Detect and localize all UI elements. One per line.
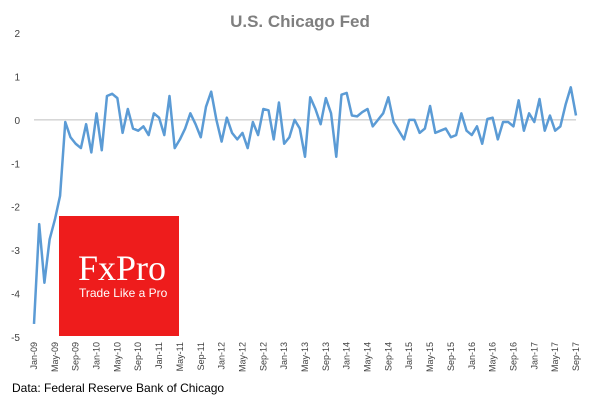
x-tick-label: Jan-12: [217, 342, 227, 370]
x-tick-label: May-09: [50, 342, 60, 372]
y-tick-label: -2: [11, 203, 20, 214]
x-tick-label: Jan-15: [404, 342, 414, 370]
x-tick-label: Sep-10: [133, 342, 143, 371]
x-tick-label: Jan-09: [29, 342, 39, 370]
x-tick-label: Sep-15: [446, 342, 456, 371]
x-tick-label: Sep-13: [321, 342, 331, 371]
x-tick-label: Sep-16: [508, 342, 518, 371]
x-tick-label: Sep-17: [571, 342, 581, 371]
x-tick-label: Jan-16: [467, 342, 477, 370]
x-tick-label: Jan-17: [529, 342, 539, 370]
x-tick-label: Sep-11: [196, 342, 206, 370]
y-tick-label: -3: [11, 246, 20, 257]
fxpro-logo-watermark: FxPro Trade Like a Pro: [59, 216, 179, 336]
fxpro-logo-tagline: Trade Like a Pro: [79, 286, 168, 300]
x-tick-label: May-15: [425, 342, 435, 372]
y-tick-label: 0: [14, 116, 20, 127]
x-tick-label: Sep-14: [383, 342, 393, 371]
x-tick-label: Jan-10: [92, 342, 102, 370]
x-tick-label: Sep-09: [71, 342, 81, 371]
x-tick-label: May-11: [175, 342, 185, 371]
x-tick-label: Jan-11: [154, 342, 164, 369]
y-tick-label: -5: [11, 333, 20, 344]
x-tick-label: Jan-13: [279, 342, 289, 370]
x-tick-label: May-10: [112, 342, 122, 372]
y-tick-label: 2: [14, 29, 20, 40]
y-tick-label: -4: [11, 290, 20, 301]
x-tick-label: May-13: [300, 342, 310, 372]
fxpro-logo-text: FxPro: [78, 248, 166, 288]
y-tick-label: -1: [11, 159, 20, 170]
y-axis-ticks: 2 1 0 -1 -2 -3 -4 -5: [11, 29, 20, 344]
source-note: Data: Federal Reserve Bank of Chicago: [12, 381, 224, 395]
x-tick-label: May-12: [237, 342, 247, 372]
x-tick-label: May-14: [363, 342, 373, 372]
series-line: [32, 86, 578, 325]
x-tick-label: May-16: [488, 342, 498, 372]
x-tick-label: Sep-12: [258, 342, 268, 371]
x-tick-label: May-17: [550, 342, 560, 372]
x-axis-ticks: Jan-09 May-09 Sep-09 Jan-10 May-10 Sep-10 Jan-…: [29, 342, 581, 372]
chart-title: U.S. Chicago Fed: [230, 12, 370, 31]
fxpro-logo-box: [59, 216, 179, 336]
y-tick-label: 1: [14, 72, 20, 83]
x-tick-label: Jan-14: [342, 342, 352, 370]
